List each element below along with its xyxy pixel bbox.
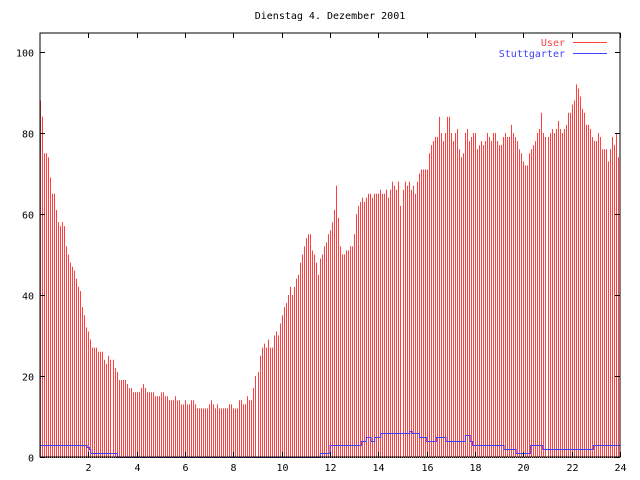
legend-label-user: User [541, 38, 565, 49]
x-tick-label: 24 [614, 463, 626, 474]
x-tick-label: 4 [134, 463, 140, 474]
y-tick-label: 60 [22, 211, 34, 222]
plot-border [39, 32, 621, 458]
legend: User Stuttgarter [499, 38, 607, 60]
x-tick-label: 16 [421, 463, 433, 474]
x-tick-label: 6 [182, 463, 188, 474]
y-tick-label: 20 [22, 373, 34, 384]
chart-title: Dienstag 4. Dezember 2001 [255, 11, 406, 22]
x-tick-label: 12 [324, 463, 336, 474]
x-tick-label: 8 [230, 463, 236, 474]
legend-label-stuttgarter: Stuttgarter [499, 49, 565, 60]
x-tick-label: 22 [566, 463, 578, 474]
x-tick-label: 10 [276, 463, 288, 474]
x-tick-label: 20 [517, 463, 529, 474]
x-tick-label: 18 [469, 463, 481, 474]
x-tick-label: 2 [85, 463, 91, 474]
x-tick-label: 14 [372, 463, 384, 474]
plot-marks [40, 84, 620, 458]
y-tick-label: 40 [22, 292, 34, 303]
y-tick-label: 80 [22, 130, 34, 141]
y-tick-label: 0 [28, 454, 34, 465]
y-tick-label: 100 [16, 49, 34, 60]
